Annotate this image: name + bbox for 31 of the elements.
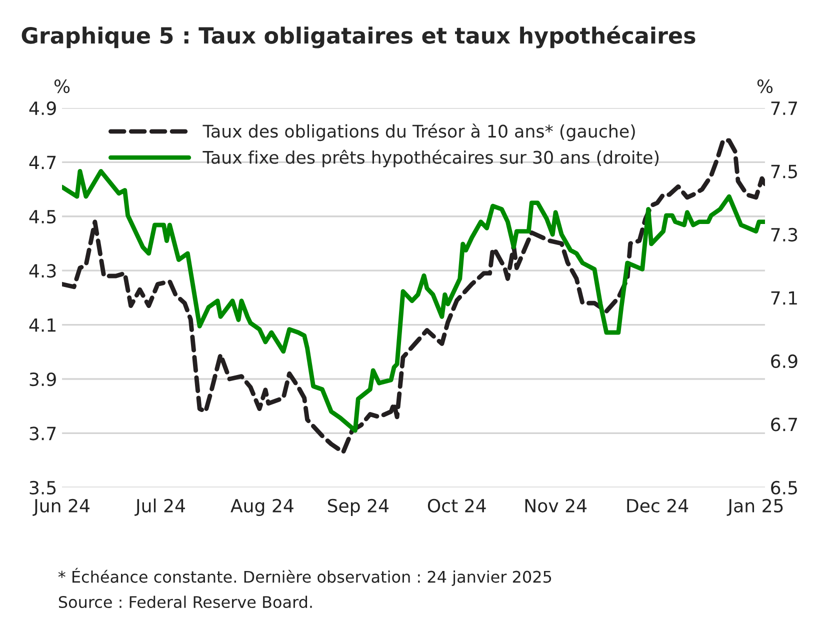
y-tick-label: 3.9 — [30, 372, 56, 386]
y-axis-title: % — [54, 79, 70, 94]
y2-tick-label: 6.7 — [771, 418, 798, 432]
y-tick-label: 3.7 — [30, 426, 56, 440]
x-tick-label: Jun 24 — [32, 498, 90, 516]
source-note: Source : Federal Reserve Board. — [58, 596, 312, 608]
y-tick-label: 4.9 — [29, 101, 56, 116]
y-tick-label: 4.1 — [29, 318, 56, 332]
y-tick-label: 4.5 — [29, 210, 56, 224]
text: * Échéance constante. Dernière observation : 24 janvier 2025 — [58, 568, 552, 586]
x-tick-label: Sep 24 — [328, 498, 389, 516]
x-tick-label: Oct 24 — [428, 498, 486, 513]
x-tick-label: Aug 24 — [230, 498, 294, 516]
y2-tick-label: 6.9 — [771, 354, 798, 368]
y2-tick-label: 7.1 — [771, 291, 797, 305]
y2-tick-label: 7.5 — [771, 164, 797, 178]
y2-tick-label: 6.5 — [771, 480, 797, 495]
x-tick-label: Jan 25 — [726, 498, 783, 516]
y2-tick-label: 7.7 — [771, 102, 798, 115]
x-tick-label: Dec 24 — [627, 498, 688, 513]
y2-axis-title: % — [757, 79, 773, 94]
y-tick-label: 3.5 — [30, 480, 56, 495]
y-tick-label: 4.7 — [29, 156, 56, 170]
y2-tick-label: 7.3 — [771, 228, 798, 242]
x-tick-label: Jul 24 — [134, 498, 185, 516]
line-series — [62, 168, 765, 433]
y-tick-label: 4.3 — [29, 264, 56, 278]
legend-label: Taux des obligations du Trésor à 10 ans* (gauche) — [202, 124, 635, 142]
legend-label: Taux fixe des prêts hypothécaires sur 30 ans (droite) — [202, 150, 659, 168]
chart-title: Graphique 5 : Taux obligataires et taux hypothécaires — [22, 26, 696, 48]
x-tick-label: Nov 24 — [525, 498, 587, 513]
